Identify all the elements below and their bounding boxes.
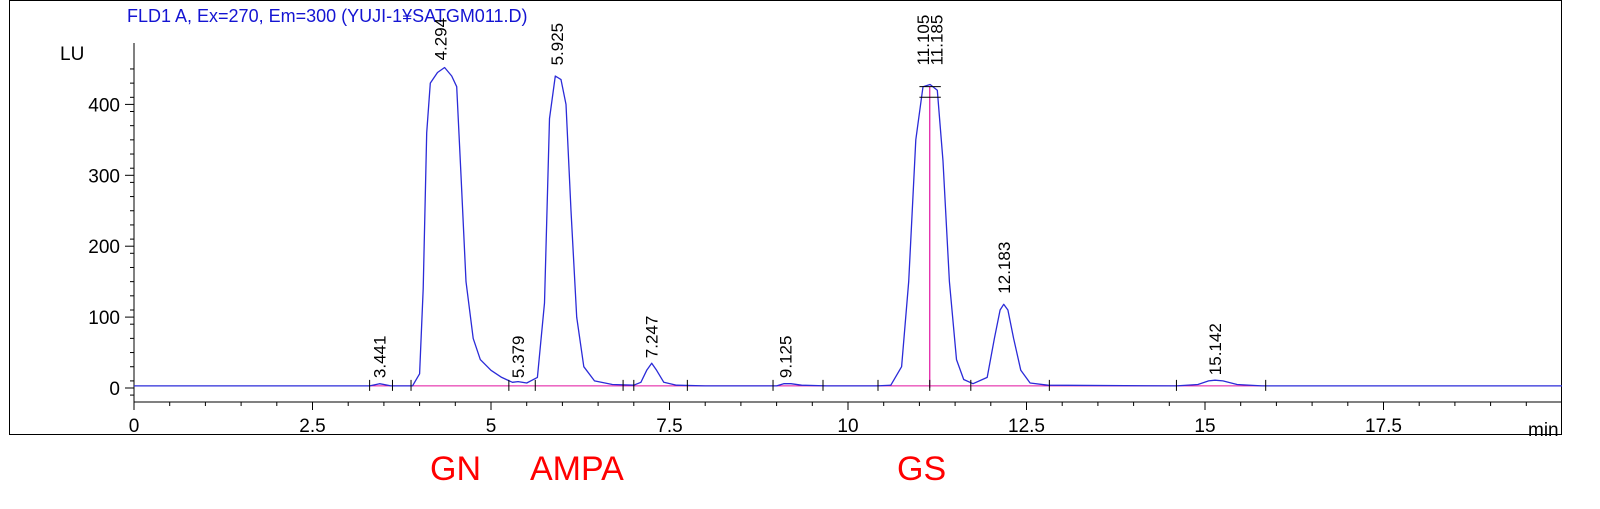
chart-title: FLD1 A, Ex=270, Em=300 (YUJI-1¥SATGM011.…: [127, 6, 528, 26]
trace-layer: [134, 66, 1562, 388]
y-tick-label: 0: [109, 379, 120, 400]
chart-frame: [9, 0, 1562, 435]
peak-label: 5.925: [548, 23, 567, 66]
x-tick-label: 12.5: [1008, 416, 1045, 437]
y-tick-label: 200: [88, 237, 120, 258]
x-tick-label: 17.5: [1365, 416, 1402, 437]
chromatogram-trace: [134, 66, 1562, 387]
y-tick-label: 100: [88, 308, 120, 329]
integration-markers: [369, 86, 1267, 391]
x-tick-label: 15: [1194, 416, 1215, 437]
y-tick-label: 300: [88, 166, 120, 187]
peak-label: 7.247: [642, 316, 661, 359]
x-tick-label: 0: [129, 416, 140, 437]
peak-labels: 3.441 4.294 5.379 5.925 7.247 9.125 11.10511.1…: [371, 15, 1225, 378]
annotation-ampa: AMPA: [530, 450, 624, 488]
y-axis-unit-label: LU: [60, 44, 84, 65]
peak-label: 4.294: [432, 18, 451, 61]
x-tick-label: 7.5: [656, 416, 682, 437]
peak-label: 5.379: [509, 336, 528, 379]
x-tick-label: 5: [486, 416, 497, 437]
x-tick-label: 10: [837, 416, 858, 437]
peak-label: 3.441: [371, 336, 390, 379]
x-axis-unit-label: min: [1528, 420, 1559, 441]
x-tick-label: 2.5: [299, 416, 325, 437]
peak-label: 11.105: [914, 15, 933, 66]
peak-label: 15.142: [1206, 323, 1225, 375]
peak-label: 9.125: [777, 336, 796, 379]
annotation-gs: GS: [897, 450, 947, 488]
y-tick-label: 400: [88, 95, 120, 116]
annotation-gn: GN: [430, 450, 481, 488]
chart-axes: 0 100 200 300 400 LU 0 2.5 5 7.5 10 12.5 15 17.5 min: [60, 43, 1562, 441]
peak-label: 11.185: [928, 15, 947, 66]
peak-label: 12.183: [995, 242, 1014, 294]
